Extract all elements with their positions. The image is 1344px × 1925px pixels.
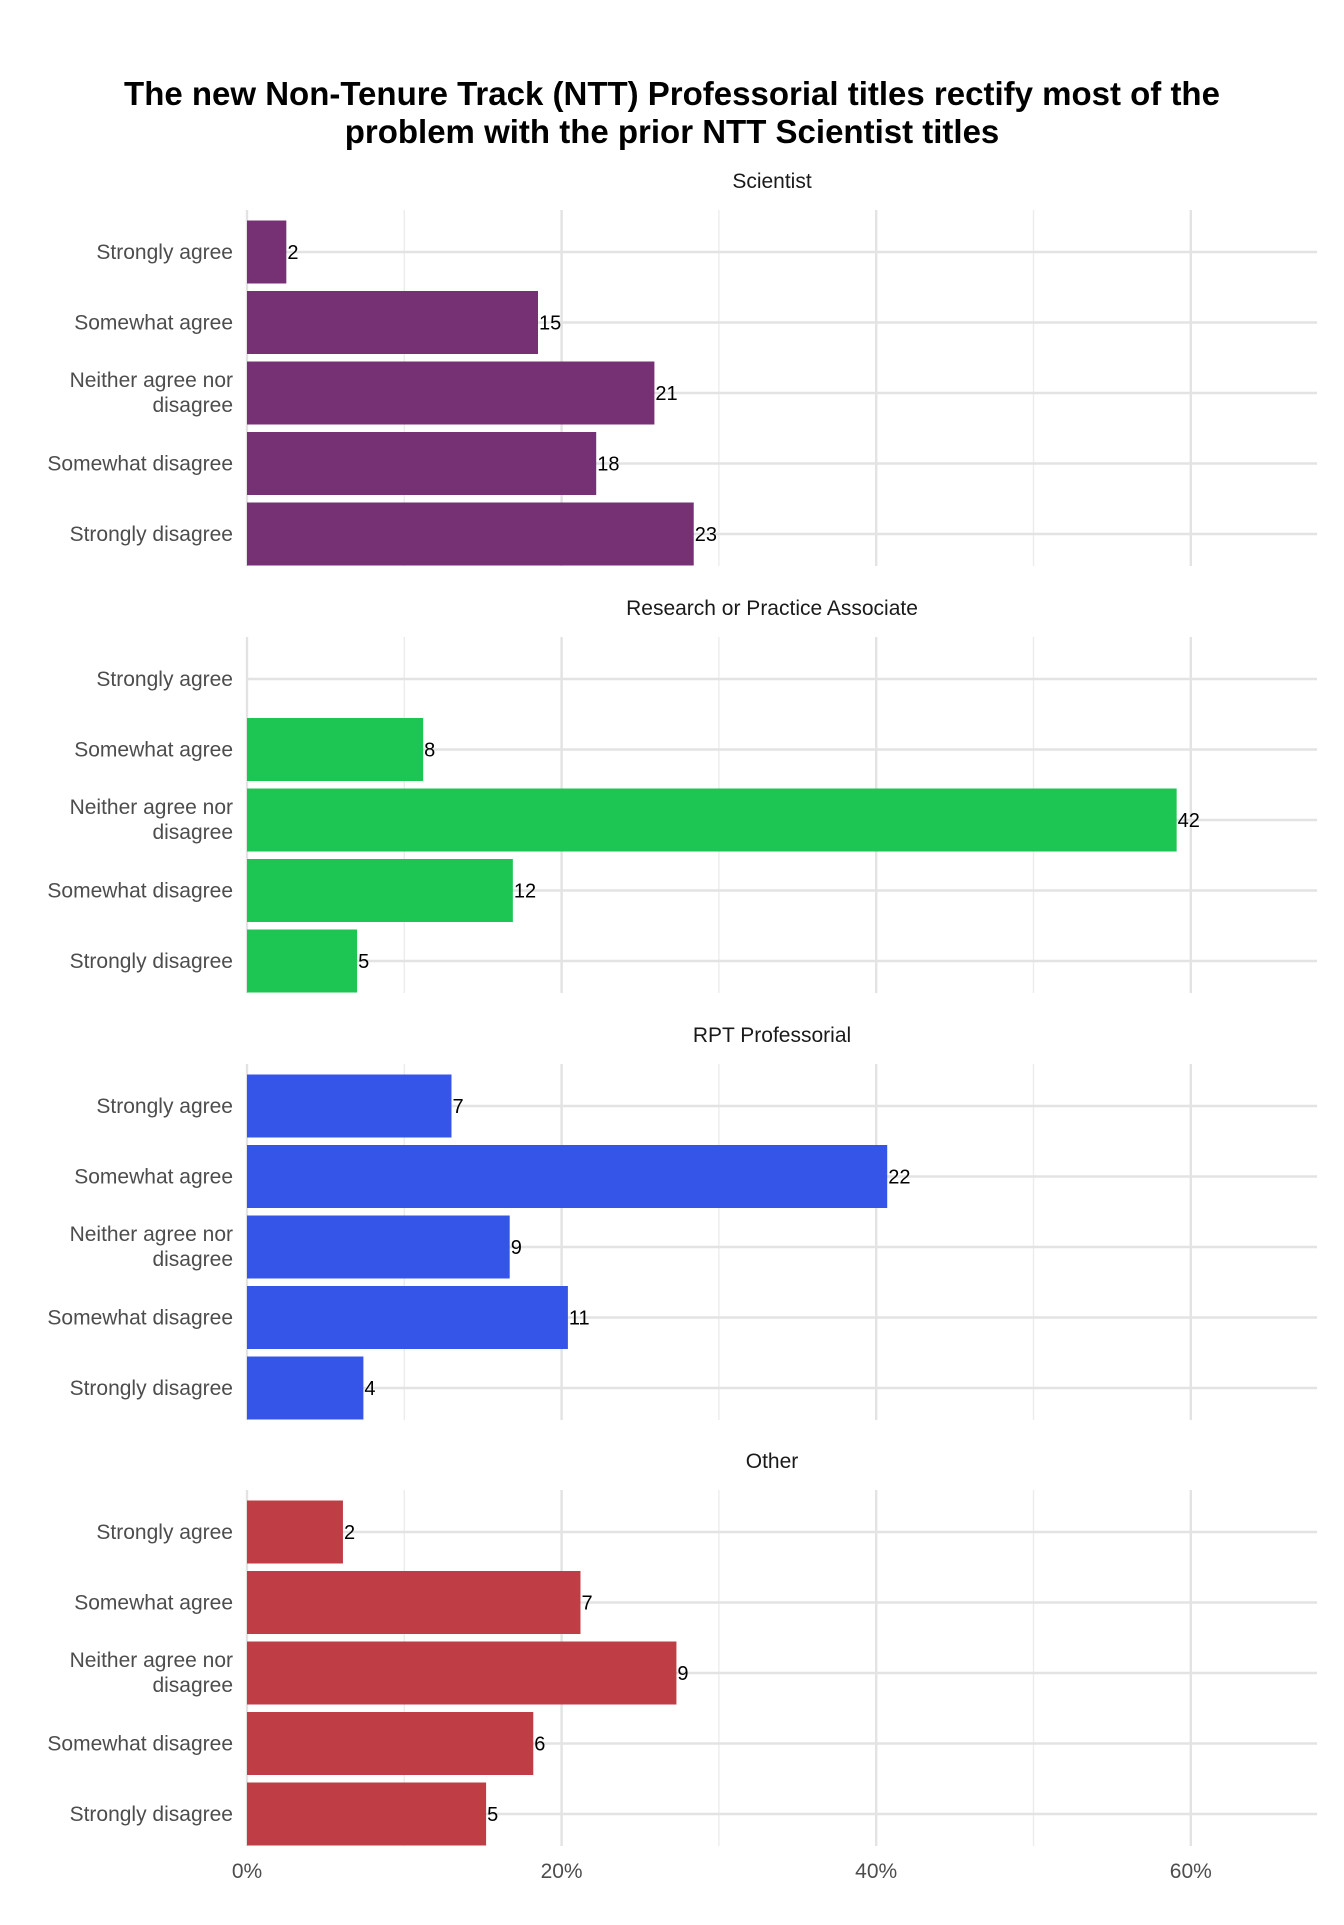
bar-value-label: 2 [287,242,298,264]
bar [247,1074,452,1138]
bar-value-label: 8 [424,740,435,762]
bar [247,1641,677,1705]
category-label: Neither agree nor disagree [70,1223,233,1271]
bar [247,1286,568,1349]
facet-panel: Other Strongly agree 2 Somewhat agree 7 Neith… [47,1450,1317,1846]
category-label: Somewhat agree [74,739,233,762]
facet-panel: RPT Professorial Strongly agree 7 Somewhat … [47,1024,1317,1420]
bar [247,718,424,781]
bar [247,1500,343,1564]
bar [247,1145,888,1208]
chart-title-text: The new Non-Tenure Track (NTT) Professor… [124,75,1220,150]
facet-strip-label: RPT Professorial [693,1024,851,1047]
category-label: Strongly disagree [70,950,233,973]
bar-value-label: 23 [695,524,717,546]
category-label: Neither agree nor disagree [70,369,233,417]
category-label: Somewhat disagree [47,1307,233,1330]
bar-value-label: 18 [597,454,619,476]
chart-panels: Scientist Strongly agree 2 Somewhat agree 15… [47,170,1317,1846]
chart-title: The new Non-Tenure Track (NTT) Professor… [124,75,1220,150]
bar-value-label: 2 [344,1522,355,1544]
facet-strip-label: Scientist [732,170,812,193]
chart-title-line: The new Non-Tenure Track (NTT) Professor… [124,75,1220,112]
bar-value-label: 22 [888,1167,910,1189]
bar [247,361,655,425]
bar [247,1712,534,1775]
chart-title-line: problem with the prior NTT Scientist tit… [345,113,1000,150]
x-tick-label: 20% [541,1860,583,1883]
facet-strip-label: Other [746,1450,799,1473]
category-label: Strongly disagree [70,1377,233,1400]
category-label: Strongly disagree [70,1803,233,1826]
category-label: Somewhat agree [74,1166,233,1189]
bar [247,432,597,495]
bar-value-label: 12 [514,881,536,903]
bar [247,291,539,354]
bar-value-label: 42 [1178,810,1200,832]
bar-value-label: 5 [487,1804,498,1826]
facet-strip-label: Research or Practice Associate [626,597,918,620]
bar [247,220,287,284]
bar-value-label: 9 [511,1237,522,1259]
x-tick-label: 40% [855,1860,897,1883]
bar [247,1356,364,1420]
facet-panel: Scientist Strongly agree 2 Somewhat agree 15… [47,170,1317,566]
bar [247,929,358,993]
bar-value-label: 15 [539,313,561,335]
bar [247,1782,487,1846]
bar-value-label: 5 [358,951,369,973]
category-label: Strongly agree [96,1095,233,1118]
bar-value-label: 6 [534,1734,545,1756]
category-label: Strongly agree [96,241,233,264]
bar [247,1215,510,1279]
bar [247,788,1177,852]
category-label: Neither agree nor disagree [70,796,233,844]
category-label: Somewhat disagree [47,880,233,903]
category-label: Somewhat disagree [47,453,233,476]
x-tick-label: 60% [1170,1860,1212,1883]
category-label: Somewhat disagree [47,1733,233,1756]
category-label: Strongly disagree [70,523,233,546]
category-label: Strongly agree [96,1521,233,1544]
facet-panel: Research or Practice Associate Strongly a… [47,597,1317,993]
bar-value-label: 7 [581,1593,592,1615]
bar-value-label: 11 [569,1308,590,1330]
bar [247,1571,581,1634]
x-tick-label: 0% [232,1860,262,1883]
category-label: Somewhat agree [74,312,233,335]
bar-value-label: 21 [655,383,677,405]
x-axis: 0% 20% 40% 60% [232,1860,1212,1883]
bar [247,502,694,566]
category-label: Neither agree nor disagree [70,1649,233,1697]
bar [247,859,513,922]
bar-value-label: 7 [452,1096,463,1118]
bar-value-label: 9 [677,1663,688,1685]
bar-value-label: 4 [364,1378,375,1400]
category-label: Somewhat agree [74,1592,233,1615]
category-label: Strongly agree [96,668,233,691]
